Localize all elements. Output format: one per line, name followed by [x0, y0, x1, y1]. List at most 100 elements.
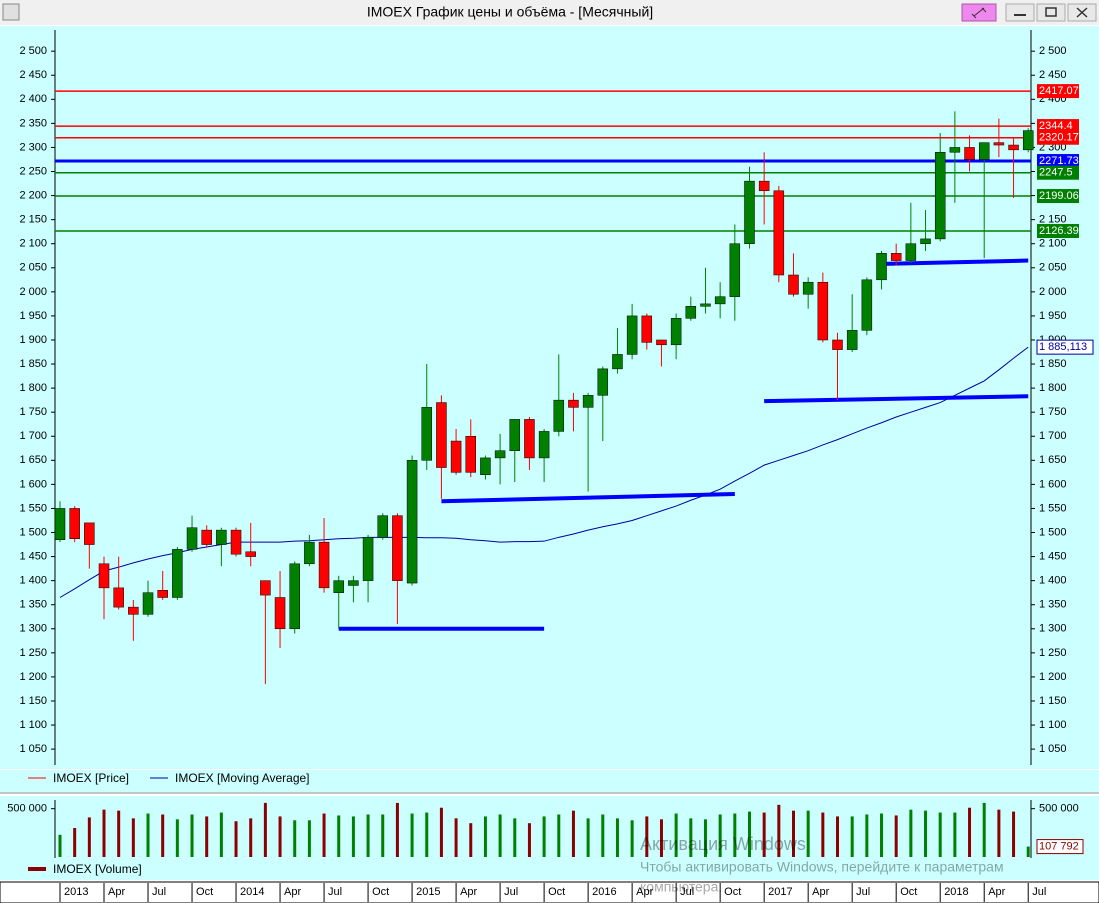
y-tick-label: 2 150	[19, 214, 47, 226]
candle-body	[817, 281, 829, 341]
legend-ma: IMOEX [Moving Average]	[175, 771, 310, 785]
volume-bar	[601, 814, 605, 857]
y-tick-label: 1 950	[19, 310, 47, 322]
candle-body	[700, 303, 711, 307]
level-label-box	[1037, 165, 1079, 180]
minimize-button[interactable]	[1005, 3, 1035, 22]
volume-label-box	[1036, 839, 1084, 855]
candle-body	[113, 587, 124, 608]
volume-bar	[586, 818, 590, 857]
candle-body	[377, 515, 388, 538]
x-tick-label: Oct	[372, 886, 389, 898]
volume-bar	[792, 810, 795, 857]
restore-button[interactable]	[1036, 3, 1066, 22]
level-label: 2417.07	[1039, 85, 1079, 97]
x-tick-label: 2016	[592, 886, 616, 898]
x-tick-label: Oct	[724, 886, 741, 898]
volume-bar	[351, 816, 355, 857]
candle-body	[304, 541, 315, 565]
volume-bar	[997, 809, 1001, 857]
candle-body	[773, 190, 785, 276]
candle-body	[553, 399, 565, 432]
candle-body	[890, 253, 902, 261]
x-tick-label: Apr	[812, 886, 829, 898]
level-label: 2126.39	[1039, 225, 1079, 237]
y-tick-label: 1 500	[19, 526, 47, 538]
y-tick-label: 2 050	[19, 262, 47, 274]
y-tick-label: 2 000	[19, 286, 47, 298]
volume-bar	[718, 814, 722, 857]
candle-body	[597, 368, 609, 396]
y-tick-label: 1 400	[1039, 575, 1067, 587]
x-tick-label: Oct	[548, 886, 565, 898]
volume-bar	[117, 810, 121, 857]
x-tick-label: Jul	[1032, 886, 1046, 898]
volume-bar	[777, 804, 781, 857]
candle-body	[978, 142, 990, 160]
level-label-box	[1037, 130, 1079, 145]
candle-body	[245, 551, 256, 557]
y-tick-label: 1 150	[1039, 695, 1067, 707]
y-tick-label: 1 900	[19, 334, 47, 346]
candle-body	[626, 315, 638, 355]
x-tick-label: Apr	[636, 886, 653, 898]
candle-body	[568, 399, 579, 408]
x-tick-label: Jul	[680, 886, 694, 898]
candle-body	[348, 580, 359, 586]
level-label-box	[1037, 154, 1079, 169]
volume-bar	[659, 819, 663, 857]
candle-body	[274, 597, 286, 630]
volume-bar	[175, 819, 179, 857]
candle-body	[421, 407, 432, 461]
y-tick-label: 2 100	[19, 238, 47, 250]
x-tick-label: Oct	[900, 886, 917, 898]
y-tick-label: 2 450	[19, 69, 47, 81]
volume-tick-label: 500 000	[7, 803, 47, 815]
x-tick-label: Apr	[284, 886, 301, 898]
trendline	[881, 258, 1029, 266]
volume-bar	[469, 823, 473, 857]
candle-body	[641, 315, 653, 343]
y-tick-label: 1 050	[19, 743, 47, 755]
candle-body	[920, 238, 931, 244]
candle-body	[685, 306, 697, 319]
x-tick-label: Apr	[108, 886, 125, 898]
y-tick-label: 2 500	[1039, 45, 1067, 57]
candle-body	[230, 529, 242, 555]
candle-body	[98, 563, 110, 589]
volume-bar	[689, 818, 693, 857]
volume-bar	[571, 810, 575, 857]
candle-body	[758, 180, 770, 192]
candle-body	[524, 419, 535, 459]
volume-bar	[733, 813, 737, 857]
volume-bar	[58, 834, 62, 857]
y-tick-label: 1 600	[19, 478, 47, 490]
ma-label-box	[1036, 339, 1094, 355]
y-tick-label: 1 100	[19, 719, 47, 731]
candle-body	[905, 243, 917, 261]
volume-bar	[880, 813, 884, 857]
level-label: 2271.73	[1039, 155, 1079, 167]
candle-body	[846, 330, 858, 350]
link-icon	[971, 7, 987, 19]
y-tick-label: 1 500	[1039, 526, 1067, 538]
candle-body	[84, 522, 95, 545]
candle-body	[934, 152, 946, 240]
candle-body	[128, 606, 139, 615]
volume-bar	[381, 814, 385, 857]
volume-bar	[102, 809, 106, 857]
level-label: 2247.5	[1039, 167, 1073, 179]
level-label-box	[1037, 189, 1079, 204]
candle-body	[260, 580, 271, 596]
candle-body	[876, 253, 887, 281]
volume-bar	[806, 810, 810, 857]
candle-body	[1008, 144, 1019, 151]
y-tick-label: 2 400	[19, 93, 47, 105]
candle-body	[949, 147, 961, 153]
restore-icon	[1045, 7, 1057, 17]
y-tick-label: 1 950	[1039, 310, 1067, 322]
candle-body	[362, 537, 374, 581]
y-tick-label: 1 350	[19, 599, 47, 611]
volume-bar	[513, 818, 517, 857]
volume-bar	[249, 818, 253, 857]
